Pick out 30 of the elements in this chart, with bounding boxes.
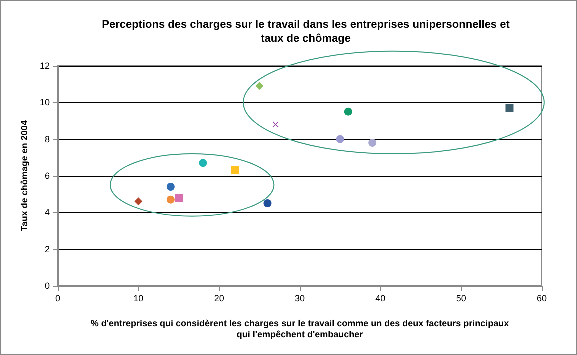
point	[336, 135, 344, 144]
y-tick-label: 10	[40, 98, 50, 108]
y-tick-label: 4	[44, 208, 50, 218]
point	[506, 104, 514, 112]
point	[231, 166, 240, 174]
x-tick-label: 60	[536, 294, 548, 304]
point	[256, 82, 264, 90]
y-tick-label: 0	[44, 281, 50, 291]
chart-title: Perceptions des charges sur le travail dans les entreprises unipersonnelles et taux de chômage	[102, 19, 510, 45]
point	[344, 108, 352, 116]
point	[199, 159, 208, 168]
x-tick-label: 20	[214, 294, 224, 304]
y-tick-label: 2	[44, 244, 50, 254]
point	[134, 198, 143, 206]
point	[175, 194, 183, 202]
x-tick-label: 30	[294, 294, 306, 304]
y-tick-label: 6	[44, 171, 50, 181]
point	[264, 200, 272, 208]
x-tick-label: 10	[134, 294, 144, 304]
y-tick-label: 12	[40, 61, 50, 71]
point	[166, 196, 175, 204]
y-axis-title: Taux de chômage en 2004	[20, 120, 30, 232]
x-axis-title: % d'entreprises qui considèrent les charges sur le travail comme un des deux facteurs principaux qui l'empêchent d'embaucher	[90, 318, 510, 340]
point	[166, 183, 175, 191]
point	[272, 122, 279, 128]
x-tick-label: 50	[456, 294, 466, 304]
x-tick-label: 0	[55, 294, 61, 304]
x-tick-label: 40	[376, 294, 386, 304]
point	[368, 139, 377, 147]
y-tick-label: 8	[44, 134, 50, 144]
